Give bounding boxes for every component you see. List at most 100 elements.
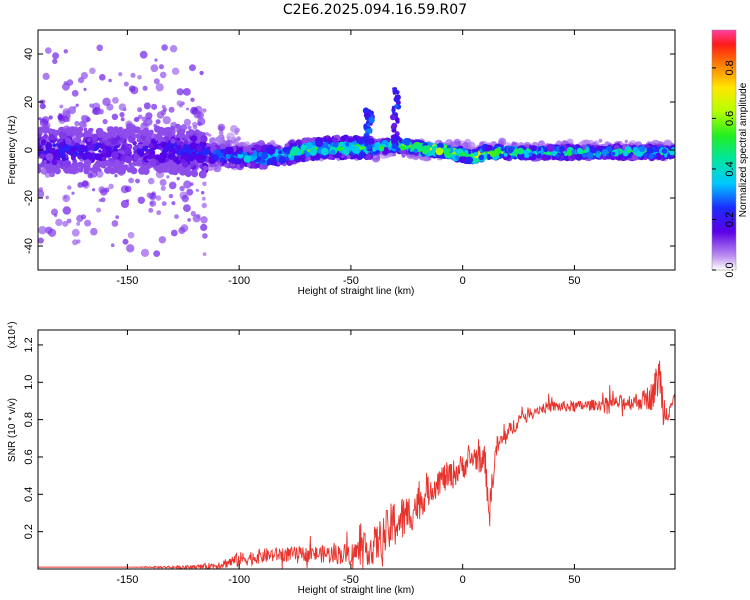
- noise-point: [128, 177, 135, 184]
- ridge-point: [288, 155, 292, 159]
- noise-point: [498, 137, 507, 146]
- ridge-point: [71, 146, 77, 152]
- noise-point: [453, 138, 461, 146]
- noise-point: [202, 181, 207, 187]
- noise-point: [174, 214, 179, 220]
- colorbar-label: Normalized spectral amplitude: [738, 82, 749, 217]
- ridge-point: [320, 147, 329, 156]
- ridge-point: [125, 127, 132, 134]
- ridge-point: [110, 138, 118, 145]
- ridge-point: [500, 147, 505, 152]
- ridge-point: [322, 137, 328, 143]
- noise-point: [76, 239, 81, 244]
- ridge-point: [183, 155, 188, 161]
- noise-point: [102, 119, 108, 125]
- spike-point: [390, 114, 396, 121]
- noise-point: [160, 185, 166, 191]
- ridge-point: [503, 152, 508, 157]
- snr-xlabel: Height of straight line (km): [298, 585, 415, 596]
- ridge-point: [59, 152, 66, 159]
- ridge-point: [137, 150, 143, 156]
- noise-point: [271, 141, 276, 147]
- noise-point: [147, 177, 155, 185]
- noise-point: [42, 72, 50, 80]
- ridge-point: [153, 125, 161, 133]
- ridge-point: [345, 142, 350, 147]
- ridge-point: [247, 145, 255, 153]
- ridge-point: [197, 132, 203, 137]
- spectrogram-marks: [38, 44, 675, 257]
- ridge-point: [261, 159, 266, 163]
- noise-point: [161, 201, 167, 207]
- ridge-point: [196, 145, 203, 152]
- ridge-point: [138, 138, 143, 143]
- noise-point: [169, 45, 178, 53]
- ridge-point: [638, 145, 646, 153]
- ridge-point: [435, 147, 444, 156]
- ridge-point: [467, 150, 472, 154]
- ridge-point: [358, 151, 365, 158]
- ridge-point: [101, 156, 107, 162]
- ridge-point: [523, 150, 531, 158]
- noise-point: [137, 107, 143, 113]
- noise-point: [187, 218, 191, 222]
- noise-point: [130, 86, 139, 95]
- noise-point: [62, 194, 71, 203]
- noise-point: [48, 115, 53, 120]
- ridge-point: [293, 156, 299, 161]
- noise-point: [186, 107, 189, 111]
- x-tick-label: -50: [343, 275, 359, 287]
- ridge-point: [203, 165, 208, 171]
- noise-point: [71, 89, 79, 97]
- ridge-point: [45, 153, 54, 161]
- noise-point: [141, 116, 148, 122]
- ridge-point: [124, 155, 132, 164]
- noise-point: [155, 195, 162, 201]
- noise-point: [96, 44, 103, 52]
- ridge-point: [107, 162, 114, 168]
- ridge-point: [507, 146, 514, 153]
- ridge-point: [92, 163, 101, 171]
- ridge-point: [239, 163, 244, 168]
- x-tick-label: -50: [343, 574, 359, 586]
- noise-point: [118, 72, 123, 77]
- ridge-point: [94, 154, 99, 159]
- noise-point: [114, 174, 118, 178]
- noise-point: [183, 180, 192, 189]
- ridge-point: [198, 170, 207, 179]
- ridge-point: [38, 167, 42, 174]
- ridge-point: [427, 151, 433, 157]
- ridge-point: [121, 133, 126, 138]
- ridge-point: [466, 156, 474, 164]
- spike-point: [364, 142, 368, 147]
- ridge-point: [643, 152, 648, 158]
- ridge-point: [346, 154, 351, 159]
- noise-point: [137, 75, 142, 80]
- noise-point: [52, 52, 60, 60]
- ridge-point: [487, 144, 493, 151]
- ridge-point: [51, 159, 58, 166]
- colorbar-frame: [711, 29, 737, 271]
- noise-point: [176, 100, 183, 107]
- noise-point: [158, 236, 167, 244]
- ridge-point: [648, 153, 654, 159]
- snr-axes: -150 -100 -50 0 50 0.2 0.4 0.6 0.8 1.0 1.2: [23, 330, 675, 586]
- ridge-point: [332, 142, 339, 148]
- ridge-point: [196, 157, 203, 163]
- ridge-point: [372, 148, 376, 152]
- ridge-point: [530, 145, 537, 152]
- ridge-point: [379, 145, 384, 150]
- ridge-point: [43, 133, 48, 139]
- ridge-point: [666, 153, 672, 159]
- ridge-point: [128, 162, 134, 168]
- spike-point: [392, 107, 396, 111]
- ridge-point: [574, 155, 578, 159]
- ridge-point: [182, 161, 189, 168]
- ridge-point: [111, 151, 119, 160]
- spike-point: [368, 117, 375, 124]
- ridge-point: [52, 143, 57, 148]
- x-tick-label: -150: [116, 275, 138, 287]
- colorbar-tick-label: 0.4: [724, 161, 736, 176]
- noise-point: [76, 221, 81, 226]
- noise-point: [127, 231, 135, 239]
